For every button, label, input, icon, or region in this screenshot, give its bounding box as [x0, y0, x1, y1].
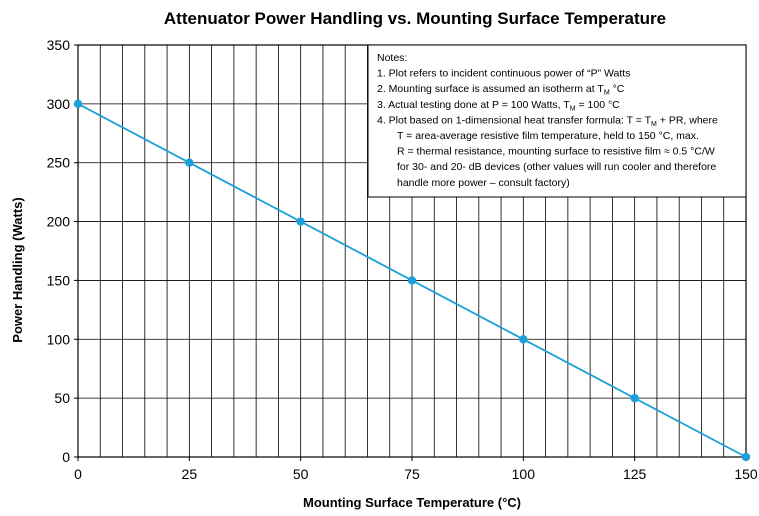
- y-tick-label: 250: [47, 155, 71, 171]
- x-tick-label: 0: [74, 466, 82, 482]
- note-line: handle more power – consult factory): [397, 177, 570, 189]
- x-tick-label: 150: [734, 466, 758, 482]
- note-text-run: 3. Actual testing done at P = 100 Watts,…: [377, 99, 570, 111]
- data-point: [73, 99, 83, 109]
- notes-box: Notes: 1. Plot refers to incident continu…: [367, 44, 747, 198]
- note-subscript: M: [651, 121, 657, 128]
- x-tick-label: 25: [182, 466, 198, 482]
- grid: [78, 45, 746, 457]
- y-tick-label: 350: [47, 37, 71, 53]
- y-tick-label: 300: [47, 96, 71, 112]
- y-tick-label: 0: [62, 449, 70, 465]
- x-tick-label: 75: [404, 466, 420, 482]
- x-tick-label: 50: [293, 466, 309, 482]
- note-text-run: + PR, where: [657, 114, 718, 126]
- data-point: [741, 452, 751, 462]
- series: [73, 99, 751, 462]
- note-text-run: R = thermal resistance, mounting surface…: [397, 146, 715, 158]
- note-text-run: handle more power – consult factory): [397, 177, 570, 189]
- data-point: [296, 217, 305, 226]
- data-point: [185, 158, 194, 167]
- note-line: 1. Plot refers to incident continuous po…: [377, 68, 630, 80]
- x-tick-labels: 0 25 50 75 100 125 150: [74, 457, 758, 482]
- notes-heading: Notes:: [377, 52, 407, 64]
- y-axis-label: Power Handling (Watts): [10, 197, 25, 342]
- note-text-run: 4. Plot based on 1-dimensional heat tran…: [377, 114, 652, 126]
- note-text-run: 2. Mounting surface is assumed an isothe…: [377, 83, 604, 95]
- data-point: [519, 335, 528, 344]
- note-line: 2. Mounting surface is assumed an isothe…: [377, 83, 625, 97]
- note-line: for 30- and 20- dB devices (other values…: [397, 161, 716, 173]
- y-tick-label: 150: [47, 272, 71, 288]
- chart-title: Attenuator Power Handling vs. Mounting S…: [164, 9, 666, 28]
- data-point: [630, 393, 639, 403]
- note-text-run: for 30- and 20- dB devices (other values…: [397, 161, 716, 173]
- note-line: R = thermal resistance, mounting surface…: [397, 146, 715, 158]
- note-text-run: °C: [610, 83, 625, 95]
- y-tick-labels: 0 50 100 150 200 250 300 350: [47, 37, 78, 465]
- note-line: T = area-average resistive film temperat…: [397, 130, 699, 142]
- note-subscript: M: [604, 90, 610, 97]
- notes-box-frame: [367, 44, 747, 198]
- note-text-run: T = area-average resistive film temperat…: [397, 130, 699, 142]
- note-text-run: = 100 °C: [576, 99, 621, 111]
- x-tick-label: 100: [512, 466, 536, 482]
- note-line: 3. Actual testing done at P = 100 Watts,…: [377, 99, 620, 113]
- x-axis-label: Mounting Surface Temperature (°C): [303, 495, 521, 510]
- x-tick-label: 125: [623, 466, 647, 482]
- y-tick-label: 50: [54, 390, 70, 406]
- y-tick-label: 100: [47, 331, 71, 347]
- note-text-run: 1. Plot refers to incident continuous po…: [377, 68, 630, 80]
- data-point: [407, 276, 417, 285]
- note-line: 4. Plot based on 1-dimensional heat tran…: [377, 114, 718, 128]
- y-tick-label: 200: [47, 214, 71, 230]
- note-subscript: M: [570, 105, 576, 112]
